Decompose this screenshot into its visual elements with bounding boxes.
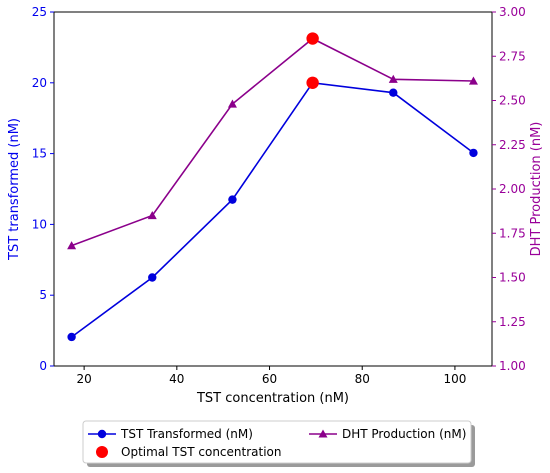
legend-marker-dht	[318, 429, 328, 438]
y-left-tick-label: 10	[32, 217, 47, 231]
dht-point	[67, 241, 77, 250]
legend-box	[82, 420, 472, 464]
y-right-tick-label: 2.00	[499, 182, 526, 196]
y-left-axis-label: TST transformed (nM)	[7, 118, 22, 261]
y-right-axis-label: DHT Production (nM)	[529, 122, 544, 257]
dht-point	[147, 211, 157, 220]
y-right-tick-label: 2.75	[499, 49, 526, 63]
legend-label-optimal: Optimal TST concentration	[121, 445, 282, 459]
legend-marker-tst	[97, 429, 107, 439]
dht-point	[388, 74, 398, 83]
optimal-point-tst	[306, 76, 319, 90]
legend: TST Transformed (nM) Optimal TST concent…	[82, 420, 475, 467]
x-tick-label: 100	[443, 372, 466, 386]
x-axis: 20 40 60 80 100	[76, 366, 466, 386]
optimal-point-dht	[306, 32, 319, 45]
dht-point	[227, 99, 237, 108]
y-left-tick-label: 25	[32, 5, 47, 19]
legend-label-dht: DHT Production (nM)	[342, 427, 466, 441]
tst-point	[389, 88, 398, 97]
tst-point	[67, 332, 76, 342]
y-right-tick-label: 2.25	[499, 138, 526, 152]
x-tick-label: 80	[355, 372, 370, 386]
x-tick-label: 20	[76, 372, 91, 386]
y-right-tick-label: 1.25	[499, 315, 526, 329]
legend-marker-optimal	[96, 446, 108, 458]
y-right-tick-label: 2.50	[499, 94, 526, 108]
dht-point	[468, 76, 478, 85]
tst-point	[148, 273, 157, 282]
x-tick-label: 40	[169, 372, 184, 386]
tst-point	[228, 195, 237, 204]
legend-label-tst: TST Transformed (nM)	[120, 427, 253, 441]
series-line-tst	[71, 81, 474, 338]
y-right-tick-label: 1.50	[499, 271, 526, 285]
y-left-tick-label: 0	[39, 359, 47, 373]
y-right-axis: 1.00 1.25 1.50 1.75 2.00 2.25 2.50 2.75 3.00	[492, 5, 526, 373]
y-right-tick-label: 1.75	[499, 226, 526, 240]
series-line-dht	[71, 37, 474, 247]
y-left-tick-label: 15	[32, 147, 47, 161]
y-left-tick-label: 20	[32, 76, 47, 90]
y-left-tick-label: 5	[39, 288, 47, 302]
tst-point	[469, 148, 478, 158]
y-right-tick-label: 3.00	[499, 5, 526, 19]
x-tick-label: 60	[262, 372, 277, 386]
series-layer	[67, 32, 478, 342]
y-right-tick-label: 1.00	[499, 359, 526, 373]
y-left-axis: 0 5 10 15 20 25	[32, 5, 54, 373]
x-axis-label: TST concentration (nM)	[196, 391, 349, 406]
